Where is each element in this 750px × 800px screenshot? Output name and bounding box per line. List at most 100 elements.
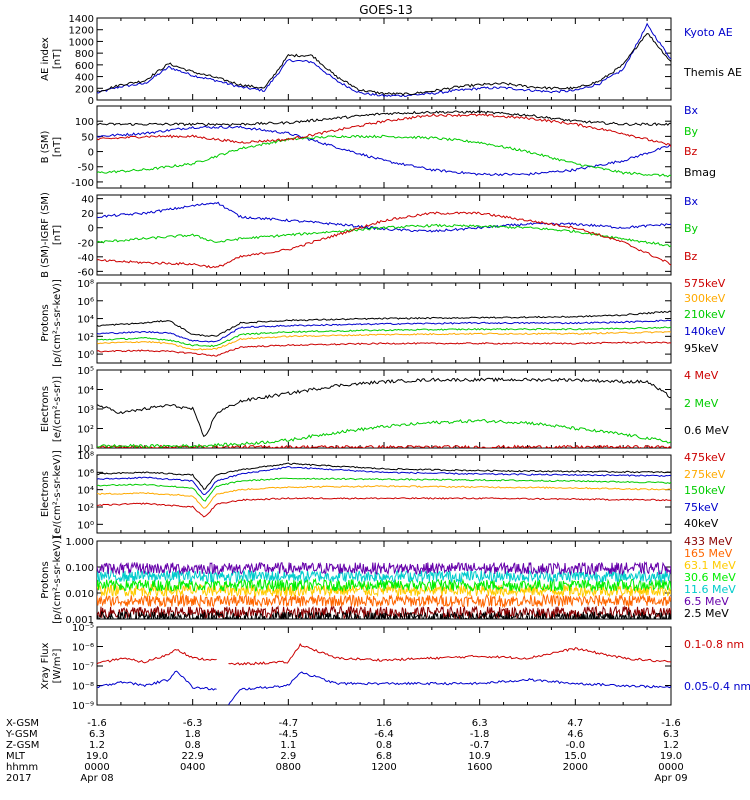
y-tick-label: -50 — [78, 163, 94, 174]
y-tick-label: 600 — [75, 61, 94, 72]
panel-6: 10⁰ 10² 10⁴ 10⁶ 10⁸ Electrons [e/(cm²-s-sr-keV… — [40, 450, 726, 538]
y-tick-label: 10⁵ — [77, 366, 94, 377]
y-tick-label: 800 — [75, 49, 94, 60]
y-axis-label: [p/(cm²-s-sr-keV)] — [52, 536, 63, 624]
legend-label: Bx — [684, 104, 699, 117]
series-line — [97, 485, 671, 509]
legend-label: 11.6 MeV — [684, 583, 736, 596]
x-axis-row-label: Y-GSM — [5, 729, 38, 740]
legend-label: 2.5 MeV — [684, 607, 729, 620]
x-axis-value: -0.7 — [470, 740, 490, 751]
x-axis-value: Apr 08 — [80, 773, 113, 784]
series-line — [97, 593, 671, 609]
x-axis-value: -1.6 — [661, 718, 681, 729]
series-line — [97, 331, 671, 351]
x-axis-value: 10.9 — [469, 751, 491, 762]
y-tick-label: 10² — [77, 425, 94, 436]
y-tick-label: 10³ — [77, 405, 94, 416]
y-tick-label: 10⁴ — [77, 486, 94, 497]
series-line — [97, 134, 671, 178]
legend-label: 575keV — [684, 277, 726, 290]
series-line — [97, 670, 671, 705]
y-tick-label: -20 — [78, 238, 94, 249]
series-line — [97, 319, 671, 343]
y-tick-label: 10⁻⁵ — [72, 623, 94, 634]
y-axis-label: [W/m²] — [52, 648, 63, 683]
y-tick-label: 10⁻⁶ — [72, 643, 94, 654]
legend-label: 150keV — [684, 484, 726, 497]
series-line — [97, 462, 671, 490]
series-line — [97, 605, 671, 619]
x-axis-value: 1.2 — [89, 740, 105, 751]
plot-area — [97, 561, 671, 619]
y-tick-label: 200 — [75, 84, 94, 95]
series-line — [97, 561, 671, 577]
legend-label: Bmag — [684, 166, 716, 179]
y-tick-label: 0 — [88, 96, 94, 107]
plot-area — [97, 310, 671, 357]
x-axis-value: -6.4 — [374, 729, 394, 740]
y-tick-label: 10⁴ — [77, 315, 94, 326]
y-tick-label: 10⁴ — [77, 386, 94, 397]
legend-label: 4 MeV — [684, 369, 719, 382]
x-axis-row-label: hhmm — [6, 762, 38, 773]
y-axis-label: Electrons — [40, 471, 51, 517]
y-tick-label: 10¹ — [77, 444, 94, 455]
y-axis-label: B (SM)-IGRF (SM) — [40, 192, 51, 278]
x-axis-value: 0.8 — [376, 740, 392, 751]
plot-area — [97, 201, 671, 269]
y-tick-label: 20 — [81, 209, 94, 220]
series-line — [97, 568, 671, 584]
legend-label: 275keV — [684, 468, 726, 481]
legend-label: 475keV — [684, 451, 726, 464]
y-axis-label: [p/(cm²-s-sr-keV)] — [52, 279, 63, 367]
x-axis-value: 1.8 — [185, 729, 201, 740]
panel-3: -60 -40 -20 0 20 40 B (SM)-IGRF (SM) [nT] Bx By Bz — [40, 192, 699, 278]
x-axis-value: 1.1 — [280, 740, 296, 751]
legend-label: Bx — [684, 195, 699, 208]
series-line — [97, 33, 671, 96]
legend-label: Bz — [684, 250, 698, 263]
series-line — [97, 497, 671, 518]
x-axis-row-label: MLT — [6, 751, 26, 762]
x-axis-value: -1.8 — [470, 729, 490, 740]
legend-label: 300keV — [684, 292, 726, 305]
y-tick-label: 10² — [77, 503, 94, 514]
x-axis-value: -4.5 — [279, 729, 299, 740]
y-tick-label: 0.100 — [65, 563, 94, 574]
series-line — [97, 201, 671, 233]
legend-label: 40keV — [684, 517, 719, 530]
series-line — [97, 477, 671, 502]
plot-title: GOES-13 — [359, 3, 413, 17]
x-axis-value: 1.2 — [663, 740, 679, 751]
x-axis-row-label: Z-GSM — [6, 740, 39, 751]
series-line — [97, 110, 671, 127]
legend-label: 0.6 MeV — [684, 424, 729, 437]
series-line — [97, 610, 671, 619]
y-tick-label: 10² — [77, 332, 94, 343]
x-axis-value: -0.0 — [566, 740, 586, 751]
y-tick-label: 10⁸ — [77, 451, 94, 462]
y-tick-label: 10⁰ — [77, 350, 94, 361]
x-axis-value: 2.9 — [280, 751, 296, 762]
series-line — [97, 642, 671, 666]
y-tick-label: 400 — [75, 73, 94, 84]
series-line — [97, 223, 671, 248]
series-line — [97, 113, 671, 147]
y-tick-label: -100 — [71, 178, 94, 189]
legend-label: By — [684, 125, 699, 138]
y-tick-label: 1.000 — [65, 537, 94, 548]
x-axis-value: 0800 — [276, 762, 301, 773]
y-tick-label: 10⁻⁷ — [72, 662, 94, 673]
x-axis-value: 4.7 — [567, 718, 583, 729]
x-axis-value: 6.3 — [663, 729, 679, 740]
y-tick-label: 10⁶ — [77, 297, 94, 308]
y-tick-label: 0 — [88, 224, 94, 235]
legend-label: 433 MeV — [684, 535, 733, 548]
x-axis-value: 1200 — [371, 762, 396, 773]
legend-label: 95keV — [684, 342, 719, 355]
legend-label: 165 MeV — [684, 547, 733, 560]
x-axis-value: 0400 — [180, 762, 205, 773]
panel-5: 10¹ 10² 10³ 10⁴ 10⁵ Electrons [e/(cm²-s-sr)] 4 … — [40, 366, 729, 455]
panel-4: 10⁰ 10² 10⁴ 10⁶ 10⁸ Protons [p/(cm²-s-sr-keV)]… — [40, 277, 726, 367]
